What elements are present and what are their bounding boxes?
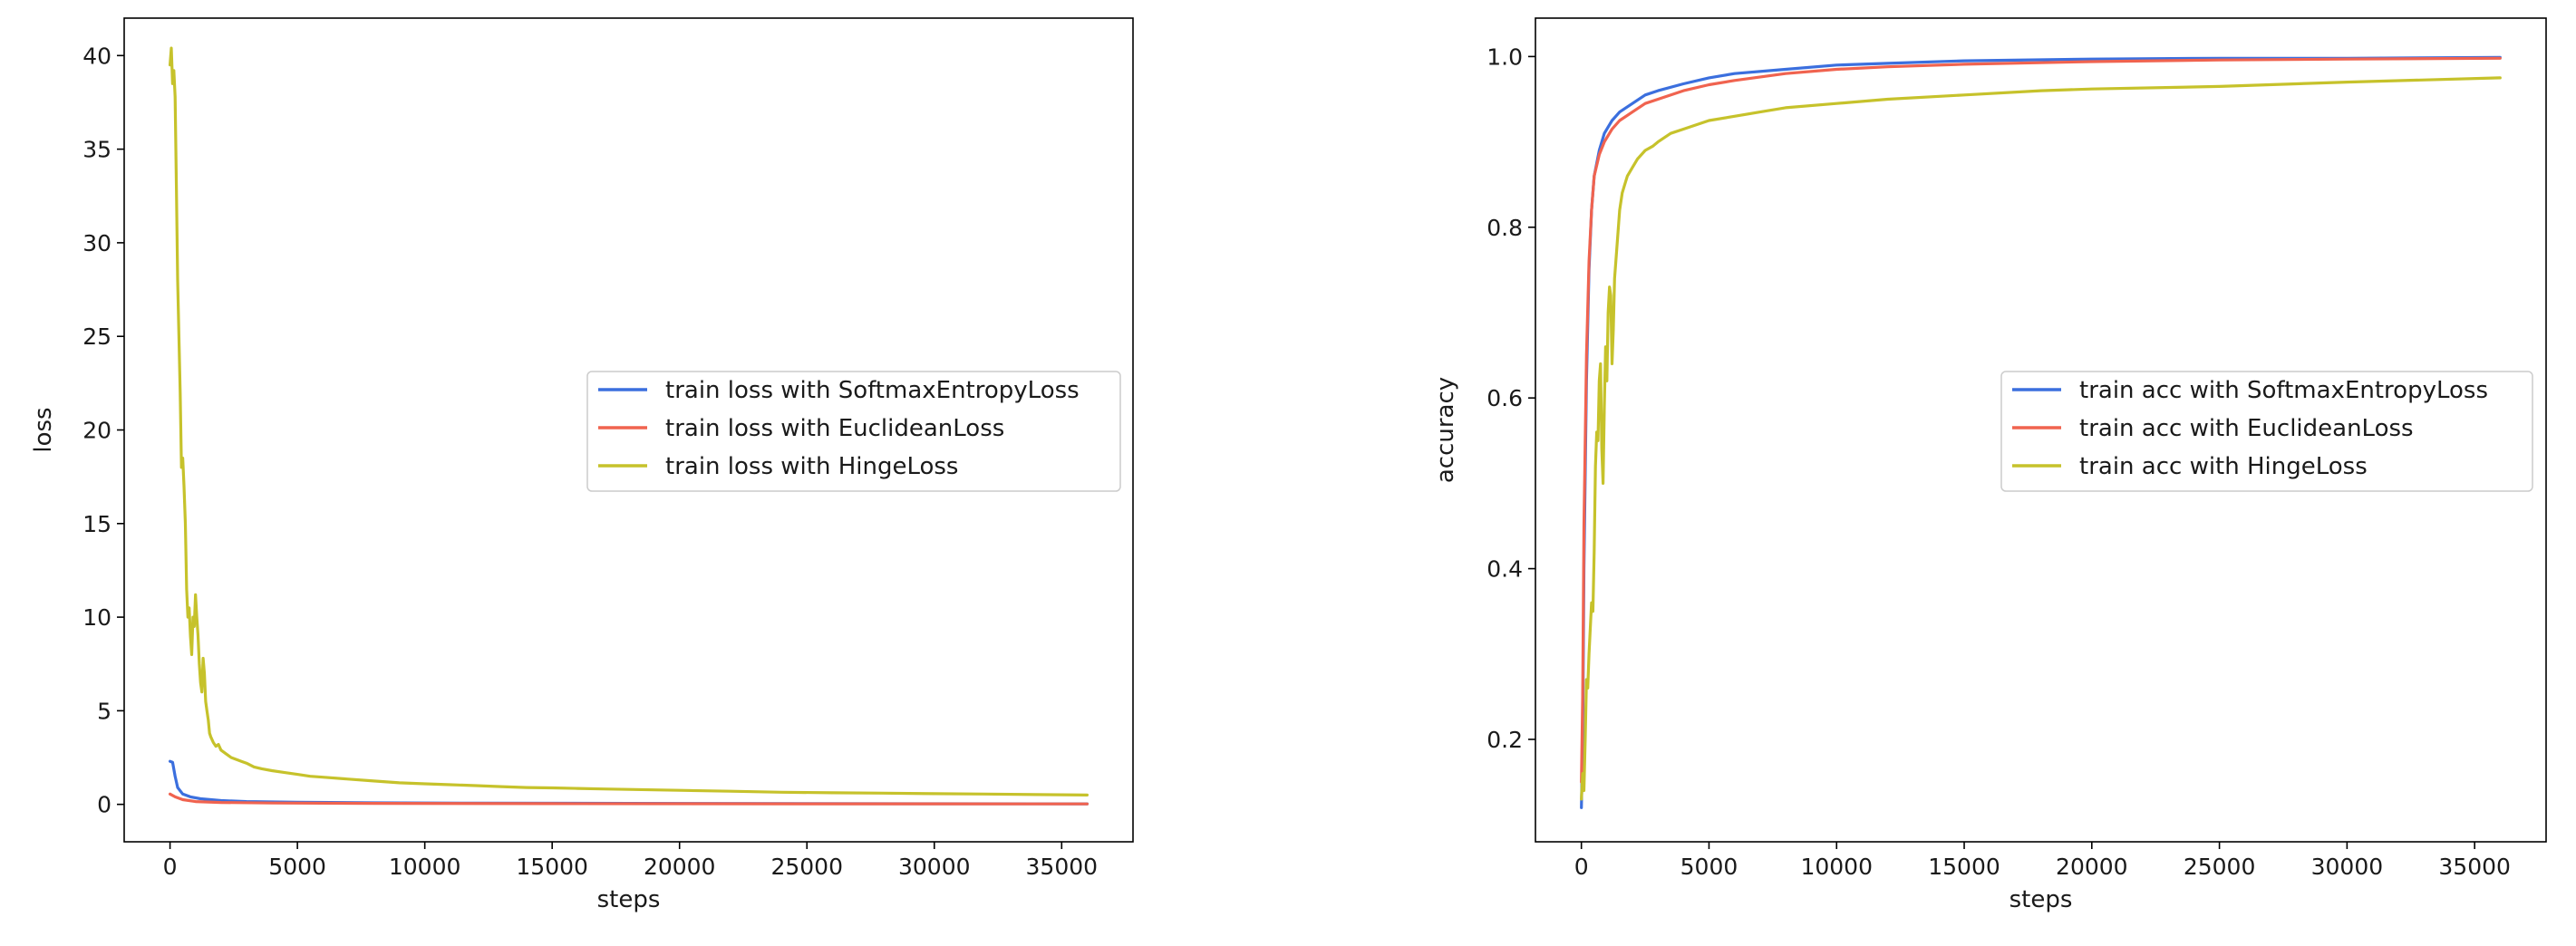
y-tick-label: 20 [82,418,111,444]
y-tick-label: 25 [82,323,111,350]
plot-frame [1535,17,2547,843]
y-axis-label: loss [30,407,57,452]
x-tick-label: 35000 [2438,854,2511,880]
x-tick-label: 5000 [1680,854,1738,880]
legend-label: train loss with EuclideanLoss [665,415,1004,442]
x-tick-label: 15000 [516,854,588,880]
y-tick-label: 15 [82,511,111,537]
x-tick-label: 10000 [1800,854,1873,880]
x-axis-label: steps [597,886,661,913]
legend-label: train acc with HingeLoss [2079,453,2368,480]
x-tick-label: 10000 [389,854,461,880]
x-tick-label: 20000 [644,854,716,880]
y-tick-label: 40 [82,43,111,69]
x-tick-label: 25000 [770,854,843,880]
series-line-2 [169,46,1089,796]
series-line-2 [1580,76,2502,801]
legend-label: train acc with EuclideanLoss [2079,415,2414,442]
x-tick-label: 20000 [2056,854,2128,880]
x-tick-label: 30000 [2311,854,2384,880]
y-tick-label: 10 [82,604,111,631]
y-tick-label: 0.6 [1487,385,1523,411]
y-tick-label: 0.8 [1487,215,1523,241]
y-axis-label: accuracy [1432,377,1459,483]
legend: train loss with SoftmaxEntropyLoss train … [586,371,1121,492]
x-tick-label: 0 [1574,854,1589,880]
legend-label: train acc with SoftmaxEntropyLoss [2079,377,2488,404]
x-tick-label: 15000 [1928,854,2000,880]
legend-box [2000,371,2533,492]
series-line-0 [169,759,1089,806]
legend-box [586,371,1121,492]
series-line-1 [169,792,1089,806]
y-tick-label: 0.2 [1487,727,1523,753]
x-tick-label: 25000 [2184,854,2256,880]
y-tick-label: 1.0 [1487,43,1523,70]
y-tick-label: 35 [82,137,111,163]
loss-chart: 0 5000 10000 15000 20000 25000 30000 35000 0 5 10 1… [30,17,1134,913]
accuracy-chart: 0 5000 10000 15000 20000 25000 30000 35000 0.2 0.… [1432,17,2547,913]
x-tick-label: 0 [163,854,178,880]
y-tick-label: 5 [97,698,111,724]
x-axis-label: steps [2009,886,2073,913]
legend-label: train loss with HingeLoss [665,453,958,480]
y-tick-label: 0 [97,792,111,818]
legend-label: train loss with SoftmaxEntropyLoss [665,377,1080,404]
series-line-1 [1580,56,2502,784]
x-tick-label: 30000 [898,854,971,880]
y-tick-label: 0.4 [1487,556,1523,583]
x-tick-label: 5000 [268,854,326,880]
legend: train acc with SoftmaxEntropyLoss train a… [2000,371,2533,492]
y-tick-label: 30 [82,230,111,256]
x-tick-label: 35000 [1026,854,1099,880]
